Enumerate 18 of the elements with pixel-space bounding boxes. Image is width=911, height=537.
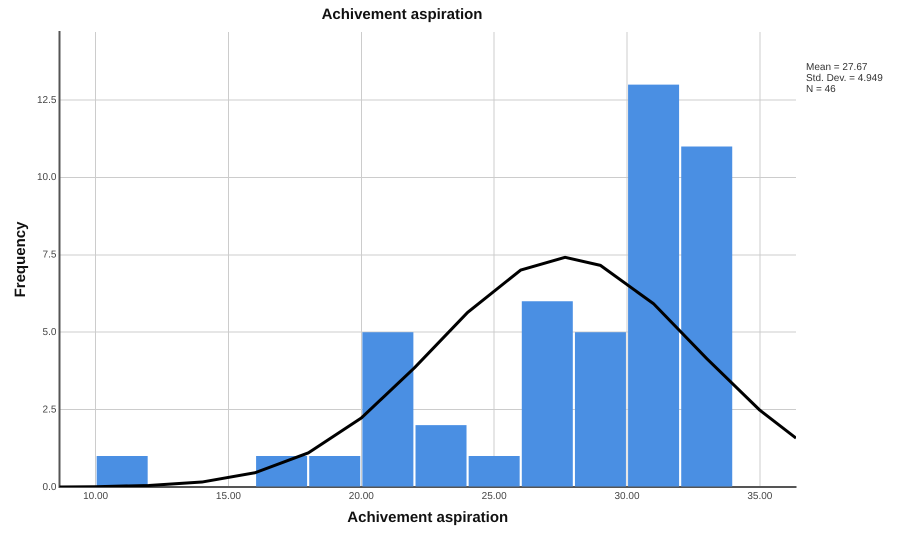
chart-title: Achivement aspiration bbox=[322, 6, 482, 24]
y-tick-label: 7.5 bbox=[42, 250, 57, 261]
y-tick-label: 0.0 bbox=[42, 482, 57, 493]
y-tick-label: 2.5 bbox=[42, 404, 57, 416]
x-tick-label: 20.00 bbox=[348, 490, 374, 502]
x-tick-label: 10.00 bbox=[83, 490, 109, 502]
y-tick-label: 5.0 bbox=[42, 326, 57, 338]
x-tick-label: 25.00 bbox=[482, 490, 508, 502]
x-tick-label: 35.00 bbox=[747, 490, 773, 502]
y-tick-label: 12.5 bbox=[36, 94, 57, 106]
y-tick-label: 10.0 bbox=[36, 172, 57, 184]
text: Std. Dev. = 4.949 bbox=[806, 72, 884, 84]
text: N = 46 bbox=[806, 84, 836, 95]
y-axis-title: Frequency bbox=[12, 220, 30, 298]
x-axis-title: Achivement aspiration bbox=[347, 509, 508, 526]
x-tick-label: 30.00 bbox=[614, 490, 640, 502]
text: Mean = 27.67 bbox=[806, 62, 868, 73]
x-tick-label: 15.00 bbox=[216, 490, 242, 502]
